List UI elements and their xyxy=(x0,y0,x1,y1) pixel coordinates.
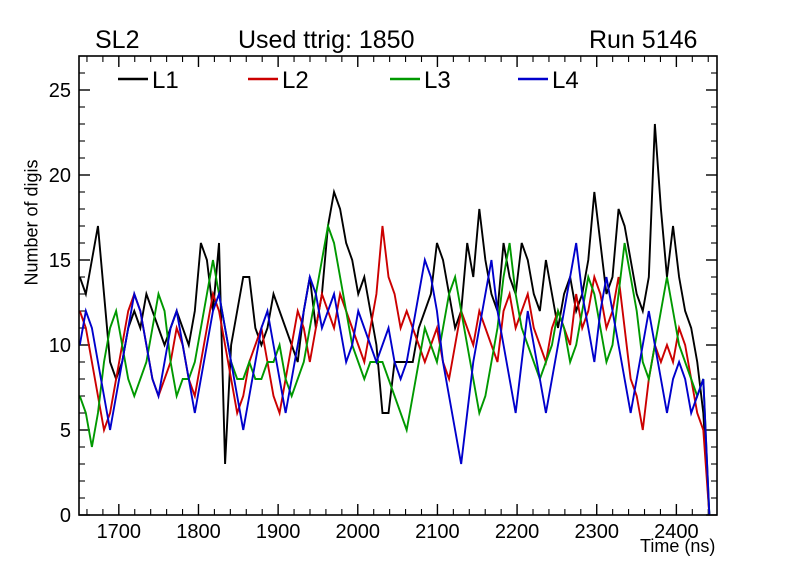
x-tick-label: 2300 xyxy=(574,521,619,543)
data-series xyxy=(78,123,711,516)
legend-label-l3: L3 xyxy=(424,67,451,94)
x-tick-label: 1700 xyxy=(97,521,142,543)
x-tick-label: 1800 xyxy=(176,521,221,543)
legend: L1 L2 L3 L4 xyxy=(118,67,579,94)
series-line-l2 xyxy=(78,225,711,516)
series-line-l3 xyxy=(78,222,711,516)
y-tick-labels: 0 5 10 15 20 25 xyxy=(49,80,71,527)
x-tick-label: 1900 xyxy=(256,521,301,543)
x-tick-label: 2400 xyxy=(654,521,699,543)
y-tick-label: 10 xyxy=(49,335,71,357)
y-tick-label: 20 xyxy=(49,165,71,187)
x-tick-label: 2100 xyxy=(415,521,460,543)
y-tick-label: 15 xyxy=(49,250,71,272)
x-tick-label: 2200 xyxy=(495,521,540,543)
run-label: Run 5146 xyxy=(589,26,698,54)
x-axis-title: Time (ns) xyxy=(640,536,716,556)
x-tick-label: 2000 xyxy=(336,521,381,543)
axis-ticks xyxy=(79,55,717,516)
x-tick-labels: 1700 1800 1900 2000 2100 2200 2300 2400 xyxy=(97,521,699,543)
legend-label-l4: L4 xyxy=(552,67,579,94)
series-line-l4 xyxy=(78,242,711,516)
ttrig-label: Used ttrig: 1850 xyxy=(238,26,415,54)
y-tick-label: 0 xyxy=(60,505,71,527)
legend-label-l1: L1 xyxy=(152,67,179,94)
superlayer-label: SL2 xyxy=(95,26,140,54)
plot-frame xyxy=(78,55,718,516)
y-tick-label: 5 xyxy=(60,420,71,442)
y-tick-label: 25 xyxy=(49,80,71,102)
legend-label-l2: L2 xyxy=(282,67,309,94)
